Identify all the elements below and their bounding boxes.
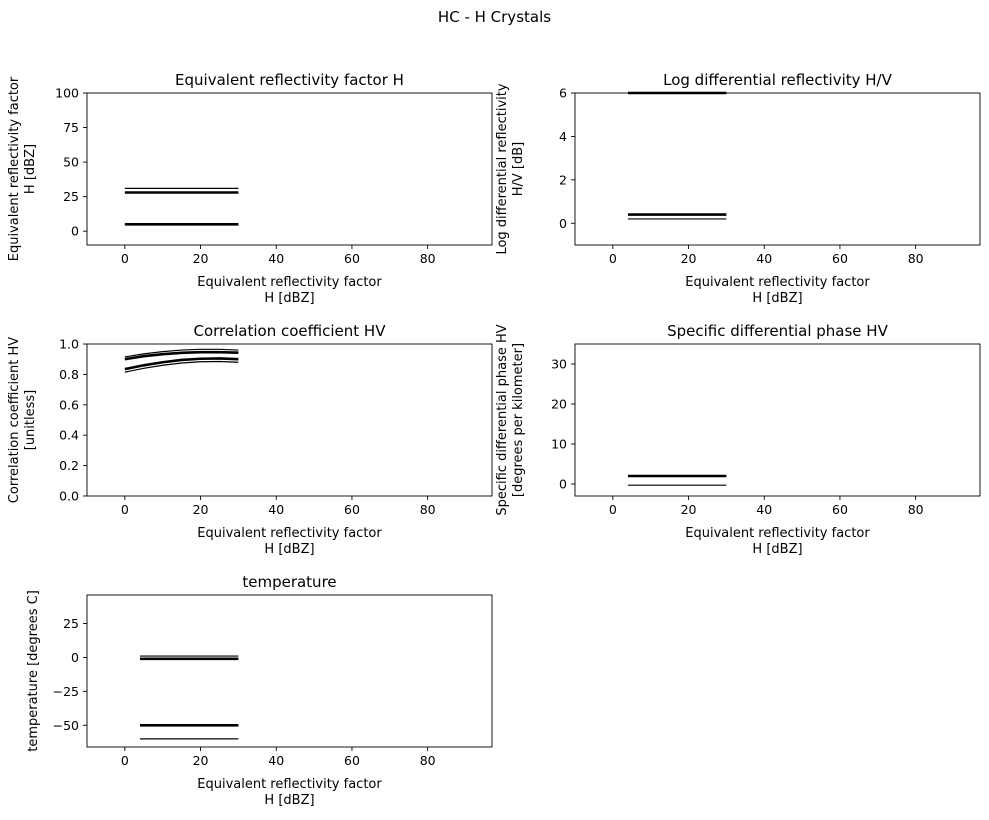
- y-tick-label: 25: [63, 189, 79, 204]
- axes-frame: [574, 343, 981, 497]
- x-tick-label: 60: [344, 502, 360, 517]
- series-line-2: [124, 350, 239, 361]
- y-tick-label: 6: [559, 86, 567, 101]
- y-axis-label: H/V [dB]: [511, 142, 526, 197]
- x-tick-label: 0: [609, 502, 617, 517]
- x-tick-label: 40: [756, 502, 772, 517]
- subplot-title: temperature: [242, 573, 336, 591]
- x-tick-label: 80: [420, 753, 436, 768]
- y-tick-label: 0: [559, 477, 567, 492]
- x-axis-label: Equivalent reflectivity factor: [685, 275, 870, 290]
- y-tick-label: 100: [55, 86, 79, 101]
- series-line-3: [124, 357, 239, 371]
- x-tick-label: 20: [193, 502, 209, 517]
- x-tick-label: 0: [121, 502, 129, 517]
- subplot-title: Specific differential phase HV: [667, 322, 888, 340]
- x-tick-label: 60: [344, 251, 360, 266]
- y-tick-label: 0.0: [59, 489, 79, 504]
- y-tick-label: −25: [53, 684, 79, 699]
- subplot-title: Log differential reflectivity H/V: [663, 71, 893, 89]
- y-tick-label: 2: [559, 172, 567, 187]
- series-line-1: [124, 348, 239, 358]
- x-tick-label: 20: [193, 251, 209, 266]
- axes-frame: [86, 92, 493, 246]
- x-tick-label: 60: [344, 753, 360, 768]
- x-axis-label: H [dBZ]: [752, 291, 802, 306]
- x-tick-label: 40: [756, 251, 772, 266]
- y-tick-label: 0.4: [59, 428, 79, 443]
- axes-frame: [86, 594, 493, 748]
- axes-frame: [86, 343, 493, 497]
- x-tick-label: 80: [908, 502, 924, 517]
- y-tick-label: 4: [559, 129, 567, 144]
- x-axis-label: H [dBZ]: [264, 793, 314, 808]
- y-axis-label: Log differential reflectivity: [495, 83, 510, 254]
- subplot-zh: Equivalent reflectivity factor H 0 20 40 60 8…: [7, 71, 493, 306]
- y-tick-label: 20: [551, 397, 567, 412]
- x-axis-label: Equivalent reflectivity factor: [197, 526, 382, 541]
- x-tick-label: 20: [193, 753, 209, 768]
- y-axis-label: temperature [degrees C]: [26, 590, 41, 752]
- y-axis-label: [degrees per kilometer]: [511, 343, 526, 497]
- x-tick-label: 80: [420, 502, 436, 517]
- subplot-rho: Correlation coefficient HV 0 20 40 60 80 0.0 0.…: [7, 322, 493, 557]
- x-tick-label: 40: [268, 251, 284, 266]
- x-axis-label: Equivalent reflectivity factor: [685, 526, 870, 541]
- y-tick-label: 0: [71, 224, 79, 239]
- x-axis-label: Equivalent reflectivity factor: [197, 275, 382, 290]
- x-tick-label: 40: [268, 502, 284, 517]
- y-tick-label: 10: [551, 437, 567, 452]
- y-axis-label: [unitless]: [23, 390, 38, 451]
- y-tick-label: 0.2: [59, 458, 79, 473]
- y-tick-label: 0: [71, 650, 79, 665]
- y-axis-label: Correlation coefficient HV: [7, 337, 22, 503]
- x-axis-label: Equivalent reflectivity factor: [197, 777, 382, 792]
- figure-suptitle: HC - H Crystals: [438, 8, 551, 26]
- y-tick-label: 0.6: [59, 397, 79, 412]
- y-tick-label: 25: [63, 616, 79, 631]
- x-tick-label: 20: [681, 251, 697, 266]
- x-tick-label: 60: [832, 502, 848, 517]
- x-tick-label: 0: [121, 753, 129, 768]
- subplot-kdp: Specific differential phase HV 0 20 40 60 80 0…: [495, 322, 981, 557]
- subplot-title: Equivalent reflectivity factor H: [175, 71, 404, 89]
- x-tick-label: 20: [681, 502, 697, 517]
- y-tick-label: 30: [551, 357, 567, 372]
- x-tick-label: 60: [832, 251, 848, 266]
- x-tick-label: 80: [908, 251, 924, 266]
- subplot-zdr: Log differential reflectivity H/V0 20 40 60…: [495, 71, 981, 306]
- y-axis-label: Equivalent reflectivity factor: [7, 76, 22, 261]
- x-tick-label: 40: [268, 753, 284, 768]
- x-axis-label: H [dBZ]: [264, 291, 314, 306]
- y-axis-label: H [dBZ]: [23, 144, 38, 194]
- x-axis-label: H [dBZ]: [752, 542, 802, 557]
- y-tick-label: 50: [63, 155, 79, 170]
- axes-frame: [574, 92, 981, 246]
- y-axis-label: Specific differential phase HV: [495, 324, 510, 515]
- x-axis-label: H [dBZ]: [264, 542, 314, 557]
- subplot-temp: temperature 0 20 40 60 80 25 0 −25 −50 Equivalent …: [26, 573, 493, 808]
- y-tick-label: 1.0: [59, 337, 79, 352]
- x-tick-label: 0: [609, 251, 617, 266]
- y-tick-label: 0.8: [59, 367, 79, 382]
- y-tick-label: −50: [53, 718, 79, 733]
- y-tick-label: 75: [63, 120, 79, 135]
- series-line-4: [124, 360, 239, 373]
- x-tick-label: 0: [121, 251, 129, 266]
- y-tick-label: 0: [559, 216, 567, 231]
- subplot-title: Correlation coefficient HV: [194, 322, 387, 340]
- x-tick-label: 80: [420, 251, 436, 266]
